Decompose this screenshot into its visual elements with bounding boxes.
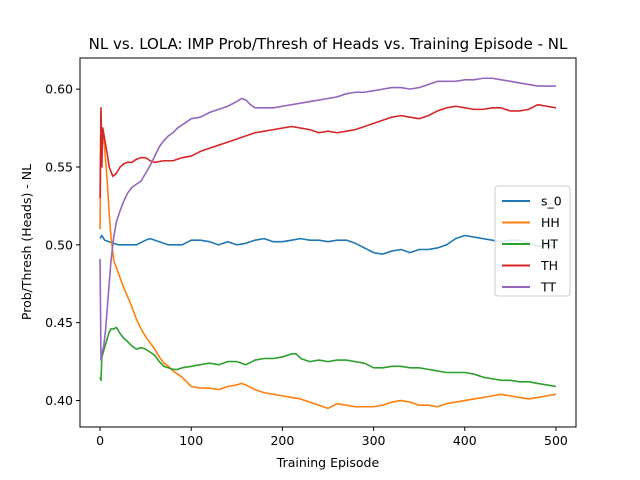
y-tick-label: 0.45 (45, 315, 73, 330)
legend-box (494, 185, 571, 297)
y-tick-label: 0.55 (45, 159, 73, 174)
y-tick-label: 0.50 (45, 237, 73, 252)
series-line-ht (99, 326, 557, 388)
series-line-th (99, 103, 557, 199)
legend-label: TT (540, 280, 556, 295)
x-tick-label: 0 (96, 433, 104, 448)
legend-label: HH (541, 215, 560, 230)
x-tick-label: 200 (270, 433, 294, 448)
plot-lines (99, 77, 557, 410)
series-line-hh (99, 111, 557, 410)
legend-label: s_0 (541, 194, 562, 209)
series-line-s-0 (99, 234, 557, 255)
plot-frame (79, 57, 577, 428)
x-axis-label: Training Episode (276, 455, 380, 470)
chart-title: NL vs. LOLA: IMP Prob/Thresh of Heads vs… (89, 35, 568, 53)
legend: s_0 HH HT TH TT (494, 185, 571, 297)
y-axis-ticks: 0.40 0.45 0.50 0.55 0.60 (45, 82, 80, 408)
x-tick-label: 300 (362, 433, 386, 448)
series-line-tt (99, 77, 556, 361)
x-axis-ticks: 0 100 200 300 400 500 (96, 427, 568, 448)
x-tick-label: 100 (179, 433, 203, 448)
y-axis-label: Prob/Thresh (Heads) - NL (19, 164, 34, 320)
legend-label: HT (541, 237, 558, 252)
x-tick-label: 400 (453, 433, 477, 448)
x-tick-label: 500 (544, 433, 568, 448)
y-tick-label: 0.60 (45, 82, 73, 97)
y-tick-label: 0.40 (45, 393, 73, 408)
legend-label: TH (540, 258, 558, 273)
